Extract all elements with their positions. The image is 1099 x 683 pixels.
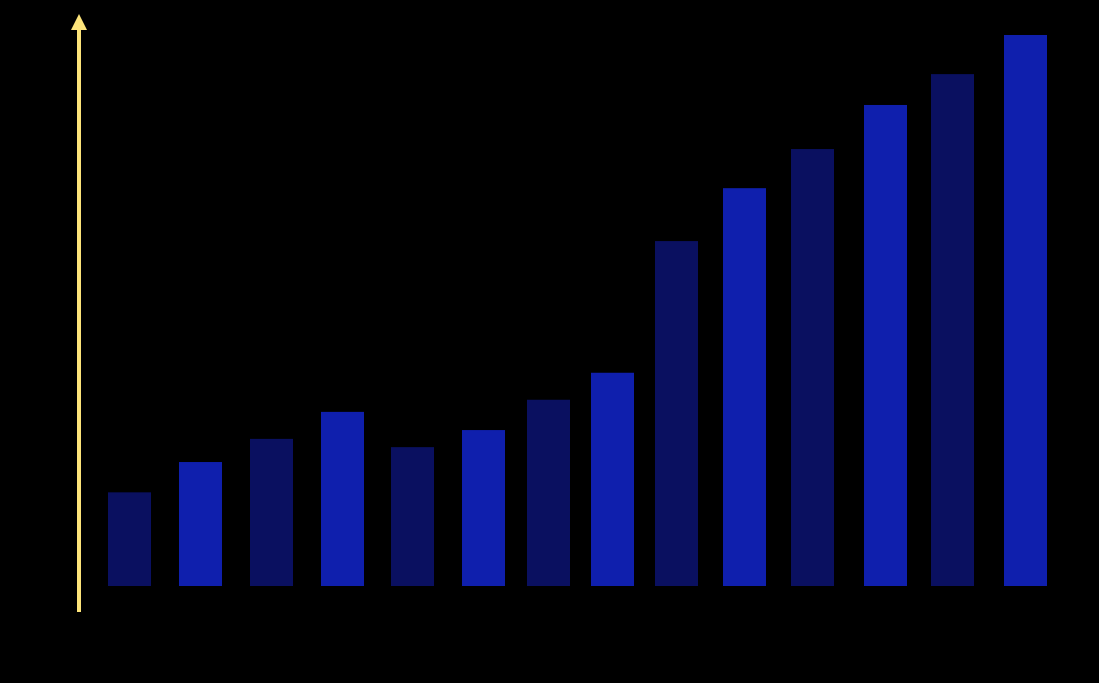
bar-11	[791, 149, 834, 586]
bar-14	[1004, 35, 1047, 586]
bar-1	[108, 492, 151, 586]
bar-7	[527, 399, 570, 586]
bar-10	[723, 188, 766, 587]
bar-5	[391, 447, 434, 586]
bar-2	[179, 462, 222, 586]
bar-9	[655, 241, 698, 586]
bar-6	[462, 430, 505, 586]
y-axis-arrow-icon	[71, 14, 87, 30]
bar-13	[931, 74, 974, 586]
bar-12	[864, 104, 907, 587]
bar-4	[321, 411, 364, 586]
bar-8	[591, 372, 634, 586]
bars-group	[108, 35, 1047, 587]
bar-3	[250, 438, 293, 586]
